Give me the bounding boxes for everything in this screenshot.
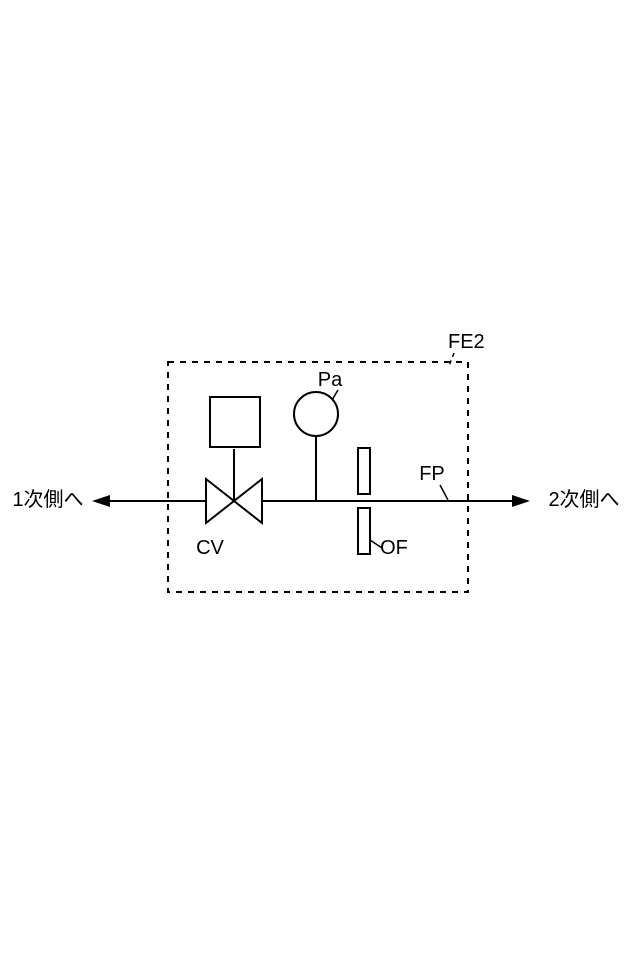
valve-right-icon <box>234 479 262 523</box>
valve-left-icon <box>206 479 234 523</box>
boundary-leader <box>449 353 454 366</box>
gauge-label: Pa <box>318 369 343 391</box>
right-direction-label: 2次側へ <box>548 488 619 511</box>
gauge-leader <box>332 390 338 400</box>
orifice-bottom-icon <box>358 508 370 554</box>
valve-actuator-icon <box>210 397 260 447</box>
valve-label: CV <box>196 537 224 559</box>
gauge-icon <box>294 392 338 436</box>
fp-leader <box>440 485 448 500</box>
fp-label: FP <box>419 463 445 485</box>
arrowhead-left-icon <box>92 495 110 507</box>
orifice-label: OF <box>380 537 408 559</box>
left-direction-label: 1次側へ <box>12 488 83 511</box>
arrowhead-right-icon <box>512 495 530 507</box>
boundary-label: FE2 <box>448 331 485 353</box>
orifice-top-icon <box>358 448 370 494</box>
